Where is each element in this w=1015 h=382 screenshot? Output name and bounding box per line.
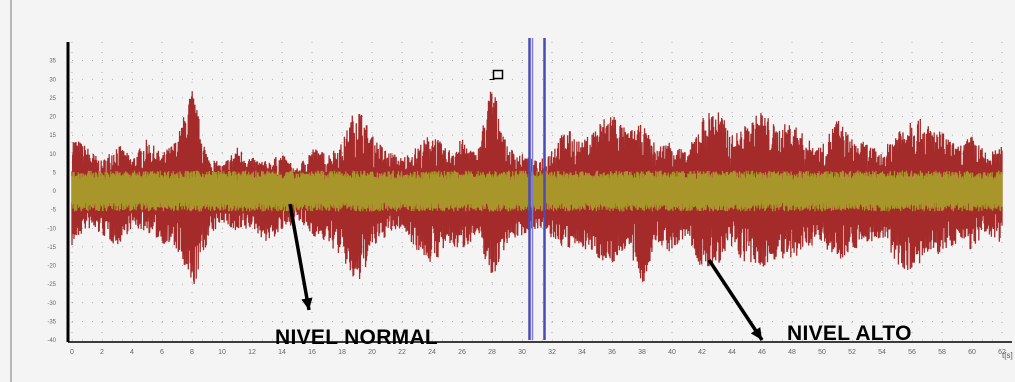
x-tick-label: 40: [668, 349, 676, 356]
y-tick-label: -5: [51, 208, 57, 214]
label-nivel-alto: NIVEL ALTO: [787, 322, 912, 345]
y-tick-label: 15: [49, 133, 56, 139]
y-tick-label: 20: [49, 115, 56, 121]
x-tick-label: 22: [398, 349, 406, 356]
x-tick-label: 36: [608, 349, 616, 356]
y-tick-label: 35: [49, 59, 56, 65]
x-tick-label: 54: [878, 349, 886, 356]
peak-marker-box: [492, 69, 504, 80]
y-tick-labels: 35 30 25 20 15 10 5 0 -5 -10 -15 -20 -25 -30 -35 -40: [47, 59, 56, 344]
x-tick-label: 62: [998, 349, 1006, 356]
x-tick-label: 14: [278, 349, 286, 356]
x-tick-label: 30: [518, 349, 526, 356]
x-tick-label: 58: [938, 349, 946, 356]
y-tick-label: -10: [47, 226, 56, 232]
y-tick-label: -30: [47, 301, 56, 307]
y-tick-label: 10: [49, 152, 56, 158]
x-tick-label: 34: [578, 349, 586, 356]
x-tick-label: 44: [728, 349, 736, 356]
arrow-nivel-alto-head: [750, 327, 762, 340]
cursor-lines[interactable]: [528, 38, 546, 340]
x-tick-label: 6: [160, 349, 164, 356]
x-tick-label: 4: [130, 349, 134, 356]
annotation-arrows: [288, 203, 764, 341]
x-tick-label: 28: [488, 349, 496, 356]
chart-axes: [66, 42, 1012, 343]
y-tick-label: -35: [47, 319, 56, 325]
x-tick-label: 0: [70, 349, 74, 356]
peak-marker[interactable]: [489, 69, 504, 81]
y-tick-label: 30: [49, 77, 56, 83]
x-tick-label: 38: [638, 349, 646, 356]
x-tick-label: 50: [818, 349, 826, 356]
arrow-nivel-normal: [288, 203, 311, 311]
x-tick-label: 46: [758, 349, 766, 356]
arrow-nivel-normal-head: [301, 297, 313, 310]
y-tick-label: -25: [47, 282, 56, 288]
x-tick-labels: 0 2 4 6 8 10 12 14 16 18 20 22 24 26 28 30 32 34 36 38 40 42 4…: [70, 349, 1006, 356]
x-tick-label: 16: [308, 349, 316, 356]
x-tick-label: 26: [458, 349, 466, 356]
series-normal-amplitude-trace: [71, 170, 1003, 212]
x-tick-label: 24: [428, 349, 436, 356]
x-tick-label: 8: [190, 349, 194, 356]
arrow-nivel-alto: [707, 259, 764, 341]
y-tick-label: -40: [47, 338, 56, 344]
label-nivel-normal: NIVEL NORMAL: [275, 326, 439, 349]
x-tick-label: 12: [248, 349, 256, 356]
x-tick-label: 42: [698, 349, 706, 356]
x-tick-label: 52: [848, 349, 856, 356]
series-normal-amplitude: [71, 170, 1003, 212]
x-tick-label: 48: [788, 349, 796, 356]
x-tick-label: 10: [218, 349, 226, 356]
x-tick-label: 60: [968, 349, 976, 356]
x-tick-label: 18: [338, 349, 346, 356]
x-unit-label: t[s]: [1002, 351, 1013, 360]
x-tick-label: 56: [908, 349, 916, 356]
x-tick-label: 20: [368, 349, 376, 356]
y-tick-label: 5: [53, 170, 57, 176]
x-tick-label: 2: [100, 349, 104, 356]
x-tick-label: 32: [548, 349, 556, 356]
y-tick-label: 25: [49, 96, 56, 102]
y-tick-label: -15: [47, 245, 56, 251]
y-tick-label: 0: [53, 189, 57, 195]
y-tick-label: -20: [47, 264, 56, 270]
